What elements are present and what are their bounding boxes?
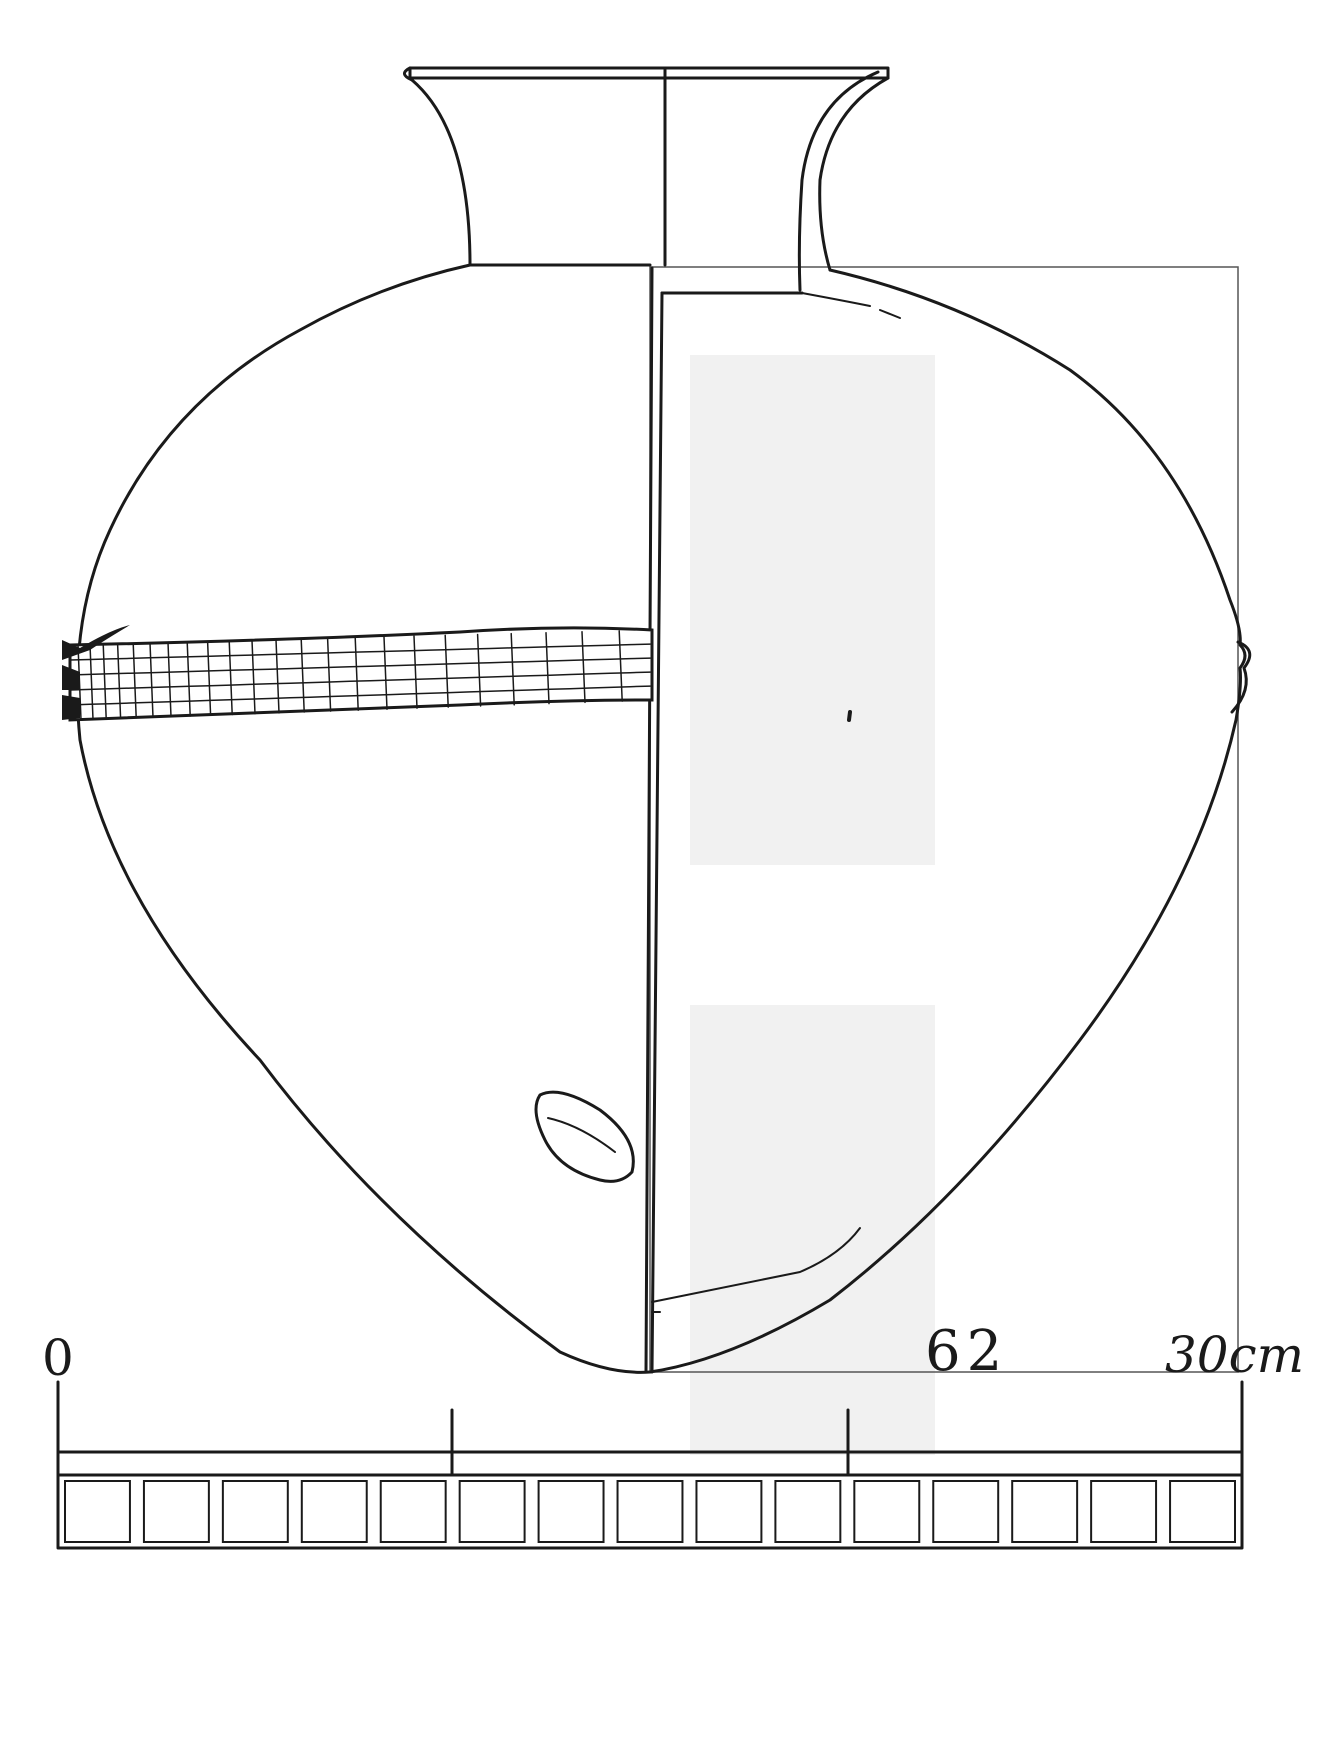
scale-cell	[142, 1480, 210, 1543]
scale-cell	[1169, 1480, 1236, 1543]
scale-cell	[537, 1480, 605, 1543]
scale-cell	[774, 1480, 842, 1543]
scale-cell	[458, 1480, 526, 1543]
figure-number: 62	[925, 1319, 1008, 1384]
scale-end-label: 30cm	[1165, 1326, 1304, 1384]
scale-cell	[1090, 1480, 1158, 1543]
scale-cell	[1011, 1480, 1079, 1543]
net-pattern-band	[62, 625, 654, 722]
scale-segments	[64, 1480, 1236, 1543]
scale-cell	[221, 1480, 289, 1543]
scale-bar	[56, 1380, 1244, 1550]
scale-cell	[379, 1480, 447, 1543]
scale-cell	[64, 1480, 131, 1543]
background-ghost-marks	[690, 355, 935, 1455]
scale-cell	[695, 1480, 763, 1543]
scale-cell	[300, 1480, 368, 1543]
scale-cell	[932, 1480, 1000, 1543]
scale-start-label: 0	[42, 1329, 74, 1387]
scale-cell	[853, 1480, 921, 1543]
scale-cell	[616, 1480, 684, 1543]
vessel-outline	[75, 66, 1252, 1374]
